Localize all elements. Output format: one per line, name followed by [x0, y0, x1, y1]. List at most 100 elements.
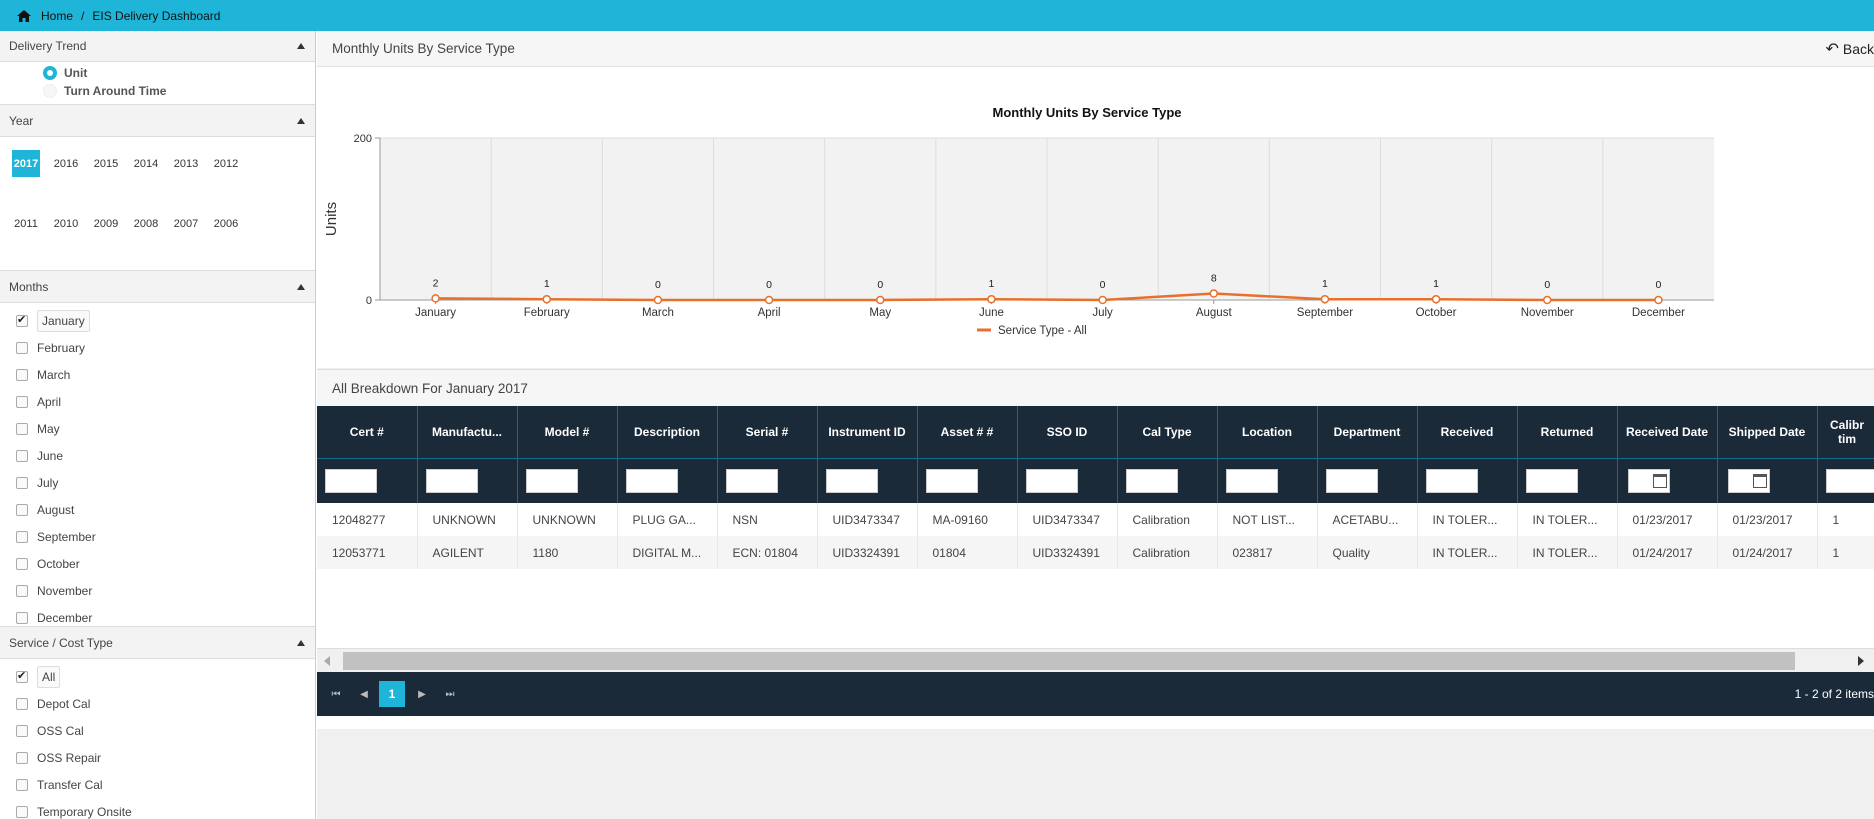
table-row[interactable]: 12053771 AGILENT 1180 DIGITAL M... ECN: 0180… [317, 536, 1874, 569]
checkbox-row-february[interactable]: February [16, 334, 315, 361]
last-page-button[interactable]: ⏭ [445, 688, 455, 700]
checkbox-unchecked-icon[interactable] [16, 476, 28, 489]
horizontal-scrollbar[interactable] [317, 648, 1874, 672]
collapse-caret-icon[interactable] [297, 117, 305, 124]
year-option-2013[interactable]: 2013 [173, 157, 199, 170]
checkbox-unchecked-icon[interactable] [16, 341, 28, 354]
next-page-button[interactable]: ▶ [418, 688, 426, 700]
column-filter-input[interactable] [1525, 468, 1578, 493]
column-filter-input[interactable] [425, 468, 478, 493]
checkbox-unchecked-icon[interactable] [16, 530, 28, 543]
checkbox-row-oss-repair[interactable]: OSS Repair [16, 744, 315, 771]
checkbox-row-september[interactable]: September [16, 523, 315, 550]
checkbox-unchecked-icon[interactable] [16, 805, 28, 818]
column-header[interactable]: Cal Type [1117, 406, 1218, 459]
radio-option-unit[interactable]: Unit [43, 64, 315, 82]
column-header[interactable]: Received [1417, 406, 1518, 459]
checkbox-row-march[interactable]: March [16, 361, 315, 388]
checkbox-row-temporary-onsite[interactable]: Temporary Onsite [16, 798, 315, 819]
scroll-thumb[interactable] [343, 652, 1795, 670]
checkbox-checked-icon[interactable] [16, 313, 28, 327]
column-header[interactable]: Location [1217, 406, 1318, 459]
service-cost-type-header[interactable]: Service / Cost Type [0, 626, 315, 659]
checkbox-row-november[interactable]: November [16, 577, 315, 604]
year-option-2008[interactable]: 2008 [133, 217, 159, 230]
radio-option-turn-around-time[interactable]: Turn Around Time [43, 82, 315, 100]
checkbox-unchecked-icon[interactable] [16, 503, 28, 516]
column-header[interactable]: SSO ID [1017, 406, 1118, 459]
checkbox-unchecked-icon[interactable] [16, 584, 28, 597]
prev-page-button[interactable]: ◀ [360, 688, 368, 700]
scroll-left-arrow-icon[interactable] [324, 656, 330, 666]
column-filter-input[interactable] [1825, 468, 1874, 493]
column-header[interactable]: Cert # [317, 406, 418, 459]
column-header[interactable]: Department [1317, 406, 1418, 459]
year-option-2016[interactable]: 2016 [53, 157, 79, 170]
column-filter-input[interactable] [1225, 468, 1278, 493]
column-filter-input[interactable] [1025, 468, 1078, 493]
collapse-caret-icon[interactable] [297, 43, 305, 49]
column-filter-input[interactable] [525, 468, 578, 493]
collapse-caret-icon[interactable] [297, 639, 305, 646]
column-header[interactable]: Calibr tim [1817, 406, 1874, 459]
column-header[interactable]: Model # [517, 406, 618, 459]
column-header[interactable]: Received Date [1617, 406, 1718, 459]
checkbox-unchecked-icon[interactable] [16, 611, 28, 624]
calendar-icon[interactable] [1752, 473, 1767, 488]
delivery-trend-header[interactable]: Delivery Trend [0, 31, 315, 62]
year-option-2011[interactable]: 2011 [14, 217, 38, 230]
calendar-icon[interactable] [1652, 473, 1667, 488]
checkbox-unchecked-icon[interactable] [16, 422, 28, 435]
collapse-caret-icon[interactable] [297, 283, 305, 290]
column-filter-input[interactable] [925, 468, 978, 493]
year-option-2017[interactable]: 2017 [12, 150, 40, 177]
column-filter-input[interactable] [1125, 468, 1178, 493]
checkbox-unchecked-icon[interactable] [16, 751, 28, 764]
year-option-2009[interactable]: 2009 [93, 217, 119, 230]
breadcrumb-home-link[interactable]: Home [41, 8, 74, 23]
table-row[interactable]: 12048277 UNKNOWN UNKNOWN PLUG GA... NSN UID34… [317, 503, 1874, 536]
checkbox-unchecked-icon[interactable] [16, 395, 28, 408]
checkbox-unchecked-icon[interactable] [16, 449, 28, 462]
checkbox-row-june[interactable]: June [16, 442, 315, 469]
checkbox-unchecked-icon[interactable] [16, 557, 28, 570]
year-option-2012[interactable]: 2012 [213, 157, 239, 170]
column-header[interactable]: Manufactu... [417, 406, 518, 459]
checkbox-row-august[interactable]: August [16, 496, 315, 523]
checkbox-row-oss-cal[interactable]: OSS Cal [16, 717, 315, 744]
checkbox-row-all[interactable]: All [16, 663, 315, 690]
year-option-2007[interactable]: 2007 [173, 217, 199, 230]
months-header[interactable]: Months [0, 270, 315, 303]
column-header[interactable]: Returned [1517, 406, 1618, 459]
back-button[interactable]: ↶ Back [1825, 39, 1874, 59]
checkbox-row-january[interactable]: January [16, 307, 315, 334]
first-page-button[interactable]: ⏮ [331, 688, 341, 700]
column-filter-input[interactable] [1727, 468, 1770, 493]
checkbox-row-may[interactable]: May [16, 415, 315, 442]
column-header[interactable]: Asset # # [917, 406, 1018, 459]
checkbox-unchecked-icon[interactable] [16, 778, 28, 791]
checkbox-row-october[interactable]: October [16, 550, 315, 577]
column-filter-input[interactable] [325, 468, 377, 493]
year-option-2015[interactable]: 2015 [93, 157, 119, 170]
column-filter-input[interactable] [825, 468, 878, 493]
checkbox-unchecked-icon[interactable] [16, 697, 28, 710]
current-page-button[interactable]: 1 [379, 681, 405, 707]
checkbox-row-december[interactable]: December [16, 604, 315, 631]
year-header[interactable]: Year [0, 104, 315, 137]
scroll-right-arrow-icon[interactable] [1858, 656, 1864, 666]
checkbox-unchecked-icon[interactable] [16, 368, 28, 381]
column-filter-input[interactable] [725, 468, 778, 493]
column-header[interactable]: Instrument ID [817, 406, 918, 459]
year-option-2010[interactable]: 2010 [53, 217, 79, 230]
radio-checked-icon[interactable] [43, 66, 57, 80]
year-option-2006[interactable]: 2006 [213, 217, 239, 230]
column-filter-input[interactable] [625, 468, 678, 493]
column-filter-input[interactable] [1325, 468, 1378, 493]
column-header[interactable]: Serial # [717, 406, 818, 459]
home-icon[interactable] [17, 9, 31, 22]
checkbox-row-depot-cal[interactable]: Depot Cal [16, 690, 315, 717]
column-filter-input[interactable] [1425, 468, 1478, 493]
column-filter-input[interactable] [1627, 468, 1670, 493]
year-option-2014[interactable]: 2014 [133, 157, 159, 170]
